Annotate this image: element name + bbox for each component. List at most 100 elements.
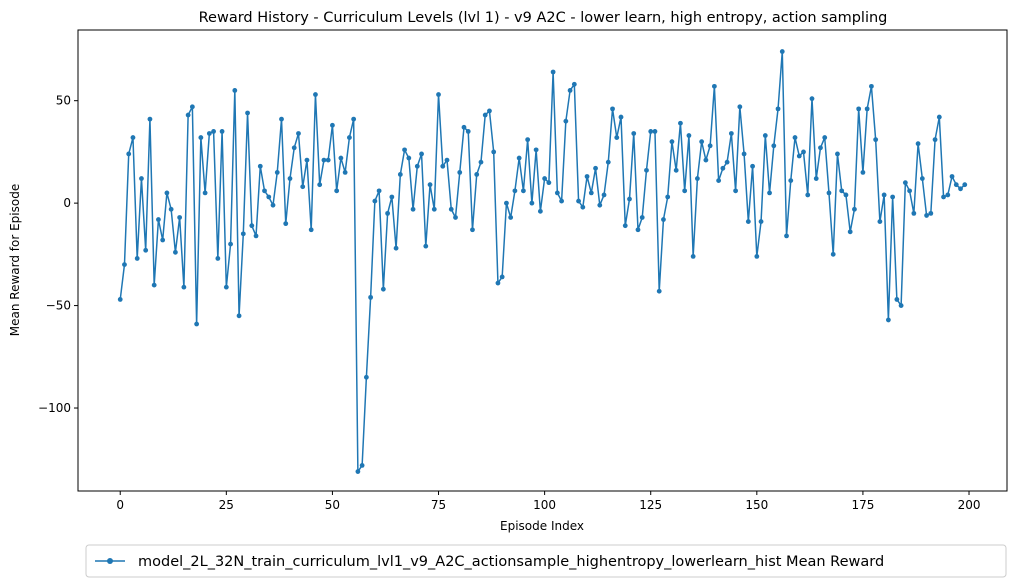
data-point [669, 139, 675, 145]
data-point [512, 188, 518, 194]
data-point [635, 227, 641, 233]
data-point [393, 245, 399, 251]
data-point [907, 188, 912, 194]
data-point [728, 131, 734, 136]
data-point [461, 124, 467, 130]
data-point [321, 157, 327, 163]
data-point [448, 206, 454, 212]
data-point [402, 147, 407, 153]
data-point [304, 157, 310, 163]
data-point [919, 176, 925, 181]
data-point [406, 155, 412, 161]
data-point [894, 297, 900, 302]
data-point [296, 131, 301, 136]
data-point [232, 88, 238, 93]
data-point [673, 167, 679, 173]
data-point [283, 221, 289, 227]
data-point [695, 176, 700, 181]
series-layer [117, 49, 968, 474]
data-point [648, 129, 654, 134]
data-point [864, 106, 870, 112]
data-point [830, 251, 836, 257]
data-point [440, 163, 446, 169]
data-point [453, 215, 458, 220]
data-point [313, 92, 318, 97]
data-point [775, 106, 781, 112]
data-point [941, 194, 946, 200]
data-point [877, 219, 883, 224]
data-point [724, 159, 730, 165]
data-point [410, 206, 416, 212]
data-point [546, 180, 552, 186]
data-point [936, 114, 942, 120]
data-point [682, 188, 688, 194]
data-point [898, 303, 904, 308]
data-point [962, 182, 968, 188]
data-point [707, 143, 713, 149]
data-point [584, 174, 590, 179]
data-point [809, 96, 815, 102]
data-point [470, 227, 475, 233]
data-point [126, 151, 132, 157]
data-point [414, 163, 420, 169]
data-point [262, 188, 267, 194]
data-point [215, 256, 221, 261]
data-point [185, 112, 191, 118]
data-point [771, 143, 777, 149]
data-point [279, 116, 284, 122]
data-point [236, 313, 242, 319]
data-point [652, 129, 658, 134]
data-point [779, 49, 785, 54]
data-point [627, 196, 632, 202]
x-tick-label: 50 [325, 498, 340, 512]
data-point [173, 249, 178, 255]
y-axis-title: Mean Reward for Episode [8, 184, 22, 336]
data-point [762, 133, 768, 138]
data-point [525, 137, 531, 143]
data-point [376, 188, 382, 194]
data-point [177, 215, 183, 220]
data-point [843, 192, 849, 198]
data-point [436, 92, 441, 97]
data-point [211, 129, 216, 134]
legend: model_2L_32N_train_curriculum_lvl1_v9_A2… [85, 544, 1007, 578]
data-point [368, 294, 374, 300]
data-point [521, 188, 526, 194]
data-point [431, 206, 437, 212]
data-point [610, 106, 615, 112]
legend-marker-swatch [107, 558, 113, 564]
data-point [270, 202, 276, 208]
data-point [134, 256, 140, 261]
data-point [194, 321, 200, 327]
legend-series-label: model_2L_32N_train_curriculum_lvl1_v9_A2… [138, 554, 884, 570]
data-point [559, 198, 564, 204]
data-point [686, 133, 692, 138]
data-point [266, 194, 272, 200]
data-point [317, 182, 323, 188]
data-point [580, 204, 586, 210]
data-point [499, 274, 505, 280]
data-point [767, 190, 772, 196]
data-point [826, 190, 832, 196]
data-point [869, 83, 874, 89]
data-point [597, 202, 603, 208]
data-point [516, 155, 522, 161]
data-point [605, 159, 611, 165]
x-tick-label: 200 [958, 498, 981, 512]
data-point [529, 200, 535, 206]
data-point [338, 155, 344, 161]
data-point [932, 137, 938, 143]
data-point [372, 198, 378, 204]
data-point [359, 462, 365, 468]
data-point [202, 190, 208, 196]
data-point [482, 112, 488, 118]
data-point [567, 88, 573, 93]
data-point [750, 163, 755, 169]
x-axis-title: Episode Index [500, 519, 584, 533]
data-point [813, 176, 819, 181]
plot-frame [77, 29, 1008, 492]
data-point [347, 135, 352, 140]
data-point [117, 297, 123, 302]
x-tick-label: 150 [745, 498, 768, 512]
data-point [733, 188, 738, 194]
